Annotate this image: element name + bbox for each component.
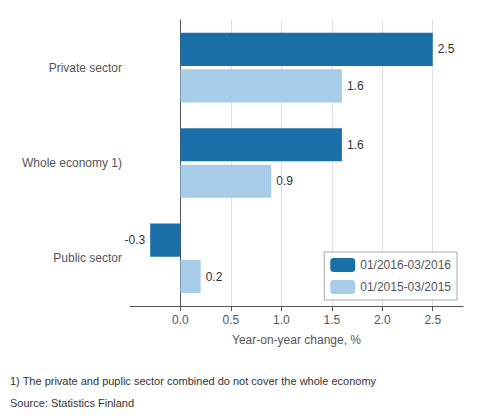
svg-text:0.2: 0.2 [206, 270, 223, 284]
svg-text:Whole economy 1): Whole economy 1) [22, 156, 122, 170]
svg-text:Private sector: Private sector [49, 61, 122, 75]
svg-text:1.6: 1.6 [347, 138, 364, 152]
svg-text:0.9: 0.9 [276, 174, 293, 188]
svg-text:01/2016-03/2016: 01/2016-03/2016 [360, 258, 451, 272]
svg-text:1) The private and puplic sect: 1) The private and puplic sector combine… [10, 375, 377, 387]
svg-text:01/2015-03/2015: 01/2015-03/2015 [360, 280, 451, 294]
svg-text:2.0: 2.0 [374, 313, 391, 327]
svg-text:2.5: 2.5 [438, 42, 455, 56]
svg-text:Source: Statistics Finland: Source: Statistics Finland [10, 397, 134, 409]
svg-text:0.0: 0.0 [172, 313, 189, 327]
svg-text:1.6: 1.6 [347, 79, 364, 93]
svg-text:-0.3: -0.3 [124, 233, 145, 247]
svg-text:0.5: 0.5 [223, 313, 240, 327]
svg-text:1.0: 1.0 [273, 313, 290, 327]
svg-text:1.5: 1.5 [323, 313, 340, 327]
svg-text:2.5: 2.5 [424, 313, 441, 327]
svg-text:Public sector: Public sector [53, 251, 122, 265]
svg-text:Year-on-year change, %: Year-on-year change, % [232, 333, 361, 347]
